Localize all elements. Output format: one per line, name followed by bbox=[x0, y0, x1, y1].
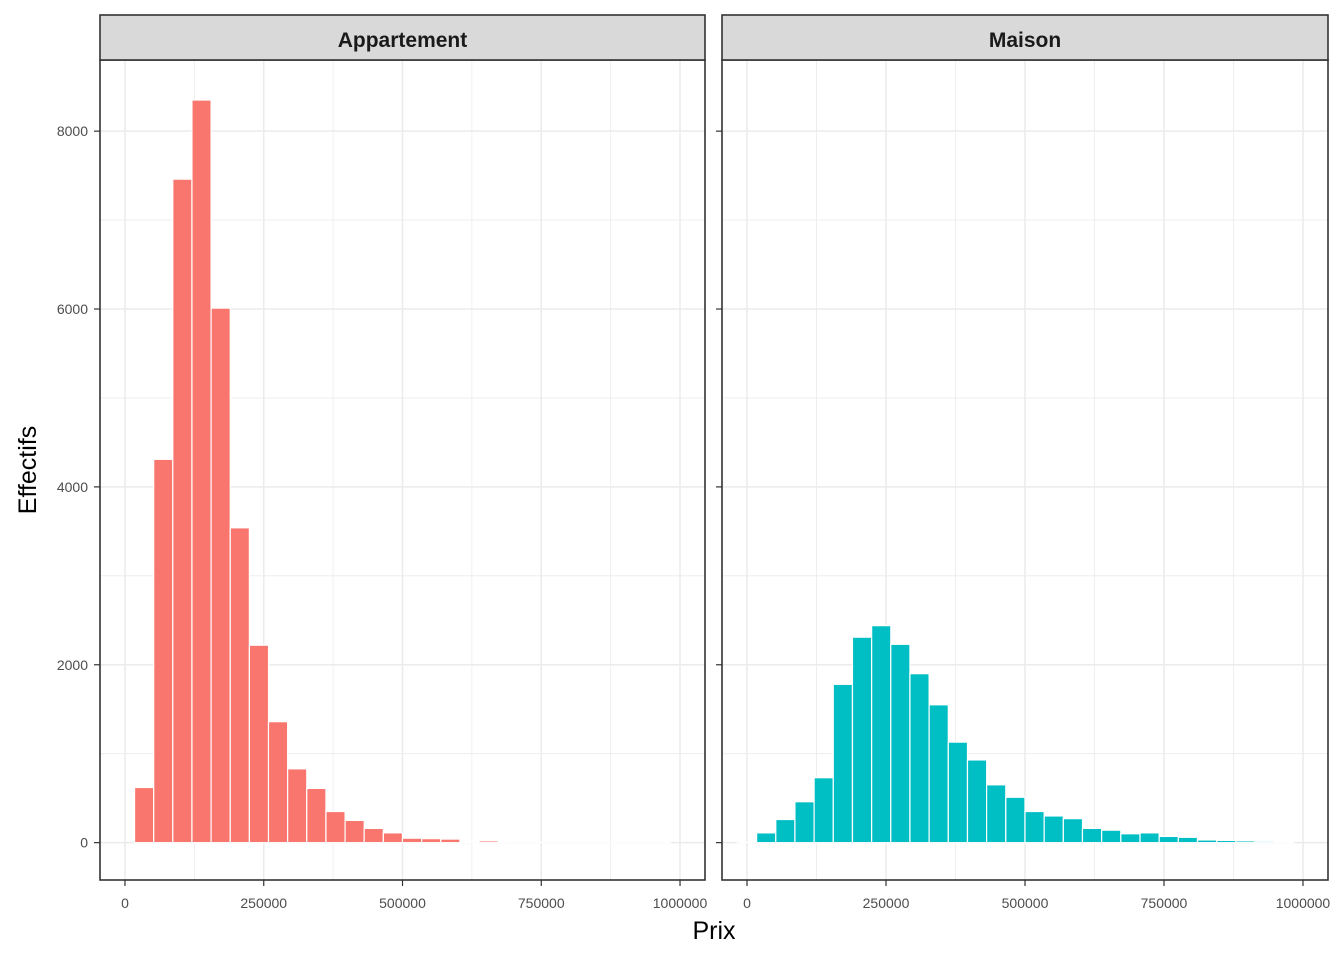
y-tick-label: 8000 bbox=[57, 123, 88, 139]
y-tick-label: 6000 bbox=[57, 301, 88, 317]
histogram-bar bbox=[986, 784, 1007, 844]
y-tick-label: 4000 bbox=[57, 479, 88, 495]
facet-panels: Appartement 0 250000 500000 750000 1000000 0 20… bbox=[57, 14, 1331, 911]
histogram-bar bbox=[1139, 832, 1160, 844]
histogram-bar bbox=[1101, 829, 1122, 844]
histogram-bar bbox=[267, 721, 289, 844]
histogram-bar bbox=[1177, 836, 1199, 844]
histogram-bar bbox=[756, 832, 777, 844]
facet-panel-maison: Maison 0 250000 500000 750000 1000000 bbox=[716, 14, 1331, 911]
x-tick-label: 750000 bbox=[518, 895, 565, 911]
y-axis-title: Effectifs bbox=[14, 426, 42, 514]
histogram-bar bbox=[440, 838, 461, 844]
facet-strip bbox=[721, 14, 1329, 61]
histogram-bar bbox=[1158, 835, 1179, 844]
histogram-bar bbox=[1235, 840, 1256, 844]
histogram-bar bbox=[1120, 833, 1141, 844]
histogram-bar bbox=[325, 810, 346, 844]
histogram-bar bbox=[890, 643, 911, 844]
histogram-bar bbox=[1254, 840, 1275, 844]
histogram-bar bbox=[133, 786, 155, 844]
facet-strip bbox=[99, 14, 706, 61]
x-tick-label: 0 bbox=[743, 895, 751, 911]
facet-panel-appartement: Appartement 0 250000 500000 750000 1000000 0 20… bbox=[57, 14, 708, 911]
histogram-bar bbox=[229, 527, 250, 844]
histogram-bar bbox=[1216, 839, 1237, 844]
histogram-bar bbox=[248, 644, 270, 844]
histogram-bar bbox=[287, 768, 308, 844]
histogram-bar bbox=[363, 827, 384, 844]
histogram-bar bbox=[909, 673, 930, 844]
histogram-bar bbox=[153, 458, 174, 844]
x-tick-label: 0 bbox=[121, 895, 129, 911]
histogram-bar bbox=[210, 307, 231, 844]
facet-strip-label: Appartement bbox=[338, 29, 468, 52]
histogram-bar bbox=[1196, 839, 1218, 844]
histogram-bar bbox=[401, 837, 423, 844]
histogram-bar bbox=[191, 99, 212, 844]
histogram-bar bbox=[947, 741, 969, 844]
x-tick-label: 500000 bbox=[379, 895, 426, 911]
y-tick-label: 0 bbox=[80, 835, 88, 851]
x-tick-label: 250000 bbox=[240, 895, 287, 911]
histogram-bar bbox=[928, 704, 949, 844]
histogram-bar bbox=[172, 178, 193, 844]
histogram-bar bbox=[344, 819, 365, 844]
histogram-bar bbox=[306, 787, 327, 844]
facet-strip-label: Maison bbox=[989, 29, 1061, 52]
x-axis-title: Prix bbox=[692, 917, 736, 945]
histogram-bar bbox=[871, 625, 892, 844]
histogram-bar bbox=[382, 832, 404, 844]
x-tick-label: 1000000 bbox=[653, 895, 708, 911]
x-tick-label: 250000 bbox=[863, 895, 910, 911]
histogram-bar bbox=[813, 777, 834, 844]
histogram-bar bbox=[1005, 796, 1026, 844]
histogram-bar bbox=[775, 818, 796, 844]
histogram-bar bbox=[478, 840, 499, 844]
histogram-bar bbox=[1024, 810, 1045, 844]
x-tick-label: 500000 bbox=[1002, 895, 1049, 911]
x-tick-label: 1000000 bbox=[1276, 895, 1331, 911]
histogram-bar bbox=[851, 636, 873, 844]
y-tick-label: 2000 bbox=[57, 657, 88, 673]
histogram-bar bbox=[1043, 815, 1064, 844]
histogram-bar bbox=[1081, 827, 1103, 844]
x-tick-label: 750000 bbox=[1141, 895, 1188, 911]
histogram-bar bbox=[966, 759, 988, 844]
histogram-bar bbox=[1062, 818, 1084, 844]
histogram-bar bbox=[832, 683, 854, 844]
histogram-bar bbox=[794, 801, 815, 844]
histogram-bar bbox=[421, 838, 442, 844]
